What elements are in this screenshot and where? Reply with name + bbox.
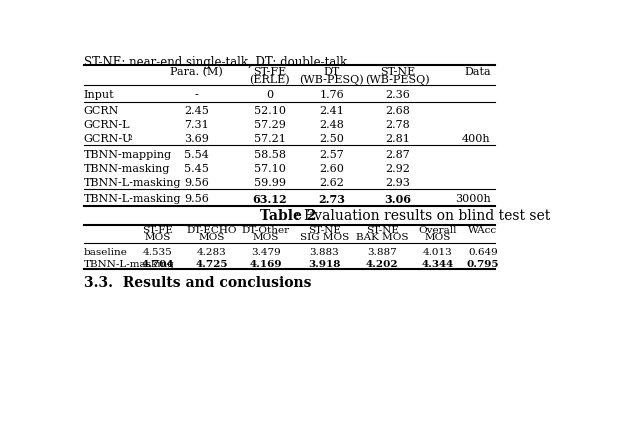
Text: ST-NE: ST-NE [380, 67, 415, 77]
Text: (WB-PESQ): (WB-PESQ) [365, 75, 430, 85]
Text: baseline: baseline [84, 248, 128, 257]
Text: 9.56: 9.56 [184, 178, 209, 188]
Text: 58.58: 58.58 [254, 150, 286, 160]
Text: GCRN: GCRN [84, 106, 119, 116]
Text: 2.62: 2.62 [319, 178, 344, 188]
Text: Data: Data [464, 67, 491, 77]
Text: MOS: MOS [425, 233, 451, 242]
Text: 4.704: 4.704 [141, 260, 173, 269]
Text: BAK MOS: BAK MOS [356, 233, 408, 242]
Text: MOS: MOS [198, 233, 225, 242]
Text: WAcc: WAcc [468, 226, 497, 235]
Text: 2.73: 2.73 [318, 194, 346, 205]
Text: MOS: MOS [144, 233, 171, 242]
Text: 59.99: 59.99 [254, 178, 286, 188]
Text: Para. (M): Para. (M) [170, 67, 223, 77]
Text: 57.21: 57.21 [254, 134, 286, 144]
Text: 2.81: 2.81 [385, 134, 410, 144]
Text: 3000h: 3000h [455, 194, 491, 204]
Text: 400h: 400h [462, 134, 491, 144]
Text: DT: DT [324, 67, 340, 77]
Text: 0: 0 [266, 90, 273, 100]
Text: 2.78: 2.78 [385, 120, 410, 130]
Text: 5.45: 5.45 [184, 164, 209, 174]
Text: 2.41: 2.41 [319, 106, 344, 116]
Text: 0.795: 0.795 [467, 260, 499, 269]
Text: ST-NE: ST-NE [366, 226, 399, 235]
Text: 3.479: 3.479 [251, 248, 281, 257]
Text: TBNN-L-masking: TBNN-L-masking [84, 194, 181, 204]
Text: DT-Other: DT-Other [242, 226, 290, 235]
Text: (ERLE): (ERLE) [250, 75, 290, 85]
Text: (WB-PESQ): (WB-PESQ) [300, 75, 364, 85]
Text: TBNN-L-masking: TBNN-L-masking [84, 260, 175, 269]
Text: 2: 2 [127, 134, 132, 142]
Text: 3.918: 3.918 [308, 260, 340, 269]
Text: 0.649: 0.649 [468, 248, 498, 257]
Text: 4.169: 4.169 [250, 260, 282, 269]
Text: 3.887: 3.887 [367, 248, 397, 257]
Text: ST-NE: ST-NE [308, 226, 340, 235]
Text: 4.283: 4.283 [197, 248, 227, 257]
Text: 2.68: 2.68 [385, 106, 410, 116]
Text: 2.48: 2.48 [319, 120, 344, 130]
Text: 3.883: 3.883 [309, 248, 339, 257]
Text: DT-ECHO: DT-ECHO [186, 226, 237, 235]
Text: 4.535: 4.535 [143, 248, 172, 257]
Text: 2.45: 2.45 [184, 106, 209, 116]
Text: MOS: MOS [253, 233, 279, 242]
Text: 4.202: 4.202 [366, 260, 399, 269]
Text: TBNN-masking: TBNN-masking [84, 164, 170, 174]
Text: Overall: Overall [419, 226, 458, 235]
Text: TBNN-mapping: TBNN-mapping [84, 150, 172, 160]
Text: 4.725: 4.725 [195, 260, 228, 269]
Text: Table 2: Table 2 [260, 210, 316, 223]
Text: ST-NE: near-end single-talk, DT: double-talk: ST-NE: near-end single-talk, DT: double-… [84, 56, 347, 69]
Text: 2.60: 2.60 [319, 164, 344, 174]
Text: 5.54: 5.54 [184, 150, 209, 160]
Text: 3.06: 3.06 [384, 194, 412, 205]
Text: 57.29: 57.29 [254, 120, 286, 130]
Text: 3.69: 3.69 [184, 134, 209, 144]
Text: 2.93: 2.93 [385, 178, 410, 188]
Text: GCRN-U: GCRN-U [84, 134, 132, 144]
Text: : Evaluation results on blind test set: : Evaluation results on blind test set [294, 210, 550, 223]
Text: 9.56: 9.56 [184, 194, 209, 204]
Text: ST-FE: ST-FE [142, 226, 173, 235]
Text: -: - [195, 90, 198, 100]
Text: 2.50: 2.50 [319, 134, 344, 144]
Text: SIG MOS: SIG MOS [300, 233, 349, 242]
Text: 7.31: 7.31 [184, 120, 209, 130]
Text: 3.3.  Results and conclusions: 3.3. Results and conclusions [84, 275, 312, 290]
Text: ST-FE: ST-FE [253, 67, 287, 77]
Text: GCRN-L: GCRN-L [84, 120, 131, 130]
Text: 52.10: 52.10 [254, 106, 286, 116]
Text: 57.10: 57.10 [254, 164, 286, 174]
Text: 2.87: 2.87 [385, 150, 410, 160]
Text: 63.12: 63.12 [253, 194, 287, 205]
Text: 4.344: 4.344 [422, 260, 454, 269]
Text: Input: Input [84, 90, 115, 100]
Text: 2.57: 2.57 [319, 150, 344, 160]
Text: 1.76: 1.76 [319, 90, 344, 100]
Text: 2.92: 2.92 [385, 164, 410, 174]
Text: 4.013: 4.013 [423, 248, 453, 257]
Text: TBNN-L-masking: TBNN-L-masking [84, 178, 181, 188]
Text: 2.36: 2.36 [385, 90, 410, 100]
